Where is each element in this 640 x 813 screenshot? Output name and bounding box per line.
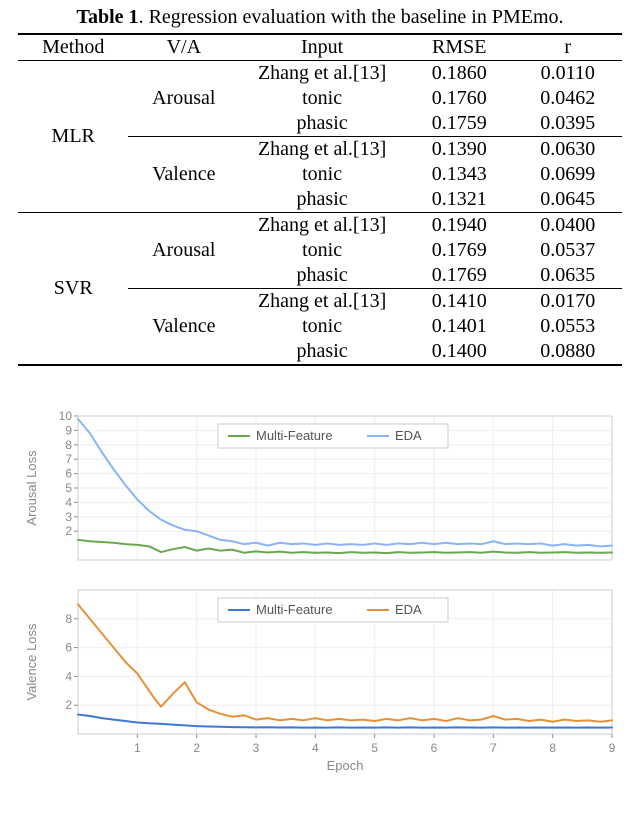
cell-input: phasic: [239, 339, 405, 365]
cell-rmse: 0.1769: [405, 263, 514, 289]
cell-r: 0.0462: [513, 86, 622, 111]
svg-text:Multi-Feature: Multi-Feature: [256, 602, 333, 617]
cell-input: tonic: [239, 238, 405, 263]
charts-area: 2345678910Multi-FeatureEDAArousal Loss 2…: [18, 408, 622, 776]
cell-input: Zhang et al.[13]: [239, 213, 405, 239]
svg-text:2: 2: [193, 741, 200, 755]
cell-rmse: 0.1940: [405, 213, 514, 239]
svg-text:Epoch: Epoch: [327, 758, 364, 773]
svg-text:3: 3: [65, 510, 72, 524]
cell-input: phasic: [239, 263, 405, 289]
cell-r: 0.0699: [513, 162, 622, 187]
svg-text:8: 8: [65, 438, 72, 452]
cell-rmse: 0.1769: [405, 238, 514, 263]
svg-text:5: 5: [65, 481, 72, 495]
arousal-chart: 2345678910 Multi-Feature EDA Arousal Loss: [18, 408, 622, 582]
cell-rmse: 0.1759: [405, 111, 514, 137]
cell-input: Zhang et al.[13]: [239, 289, 405, 315]
cell-input: phasic: [239, 187, 405, 213]
cell-input: tonic: [239, 86, 405, 111]
svg-text:7: 7: [65, 452, 72, 466]
svg-text:EDA: EDA: [395, 428, 422, 443]
table-header-row: Method V/A Input RMSE r: [18, 34, 622, 61]
cell-rmse: 0.1321: [405, 187, 514, 213]
caption-text: . Regression evaluation with the baselin…: [139, 6, 564, 28]
svg-text:4: 4: [65, 495, 72, 509]
table-caption: Table 1. Regression evaluation with the …: [18, 6, 622, 29]
cell-va: Valence: [128, 289, 239, 366]
cell-rmse: 0.1760: [405, 86, 514, 111]
cell-input: tonic: [239, 162, 405, 187]
valence-chart: 2 4 6 8 1 2 3 4 5 6 7 8 9 Multi-Feature EDA Valence Los…: [18, 582, 622, 776]
svg-text:8: 8: [65, 612, 72, 626]
cell-rmse: 0.1410: [405, 289, 514, 315]
cell-rmse: 0.1401: [405, 314, 514, 339]
cell-r: 0.0170: [513, 289, 622, 315]
svg-text:EDA: EDA: [395, 602, 422, 617]
cell-va: Arousal: [128, 61, 239, 137]
cell-r: 0.0880: [513, 339, 622, 365]
cell-r: 0.0630: [513, 137, 622, 163]
svg-text:5: 5: [371, 741, 378, 755]
cell-va: Valence: [128, 137, 239, 213]
cell-rmse: 0.1390: [405, 137, 514, 163]
svg-text:2: 2: [65, 698, 72, 712]
cell-r: 0.0110: [513, 61, 622, 87]
svg-text:9: 9: [609, 741, 616, 755]
svg-text:8: 8: [549, 741, 556, 755]
svg-text:10: 10: [59, 409, 73, 423]
svg-text:4: 4: [65, 669, 72, 683]
cell-rmse: 0.1343: [405, 162, 514, 187]
cell-input: phasic: [239, 111, 405, 137]
cell-rmse: 0.1400: [405, 339, 514, 365]
header-input: Input: [239, 34, 405, 61]
cell-r: 0.0635: [513, 263, 622, 289]
header-method: Method: [18, 34, 128, 61]
svg-text:6: 6: [431, 741, 438, 755]
svg-text:2: 2: [65, 524, 72, 538]
cell-r: 0.0537: [513, 238, 622, 263]
cell-method: MLR: [18, 61, 128, 213]
cell-input: tonic: [239, 314, 405, 339]
svg-text:3: 3: [253, 741, 260, 755]
svg-text:9: 9: [65, 423, 72, 437]
svg-text:Arousal Loss: Arousal Loss: [24, 450, 39, 526]
cell-rmse: 0.1860: [405, 61, 514, 87]
cell-r: 0.0553: [513, 314, 622, 339]
cell-input: Zhang et al.[13]: [239, 137, 405, 163]
header-r: r: [513, 34, 622, 61]
cell-r: 0.0645: [513, 187, 622, 213]
svg-text:6: 6: [65, 641, 72, 655]
header-rmse: RMSE: [405, 34, 514, 61]
results-table: Method V/A Input RMSE r MLRArousalZhang …: [18, 33, 622, 366]
svg-text:6: 6: [65, 467, 72, 481]
header-va: V/A: [128, 34, 239, 61]
caption-prefix: Table 1: [77, 6, 139, 28]
cell-input: Zhang et al.[13]: [239, 61, 405, 87]
table-row: SVRArousalZhang et al.[13]0.19400.0400: [18, 213, 622, 239]
svg-text:1: 1: [134, 741, 141, 755]
svg-text:4: 4: [312, 741, 319, 755]
svg-text:Multi-Feature: Multi-Feature: [256, 428, 333, 443]
table-row: MLRArousalZhang et al.[13]0.18600.0110: [18, 61, 622, 87]
cell-va: Arousal: [128, 213, 239, 289]
cell-method: SVR: [18, 213, 128, 366]
cell-r: 0.0400: [513, 213, 622, 239]
cell-r: 0.0395: [513, 111, 622, 137]
svg-text:Valence Loss: Valence Loss: [24, 623, 39, 701]
svg-text:7: 7: [490, 741, 497, 755]
